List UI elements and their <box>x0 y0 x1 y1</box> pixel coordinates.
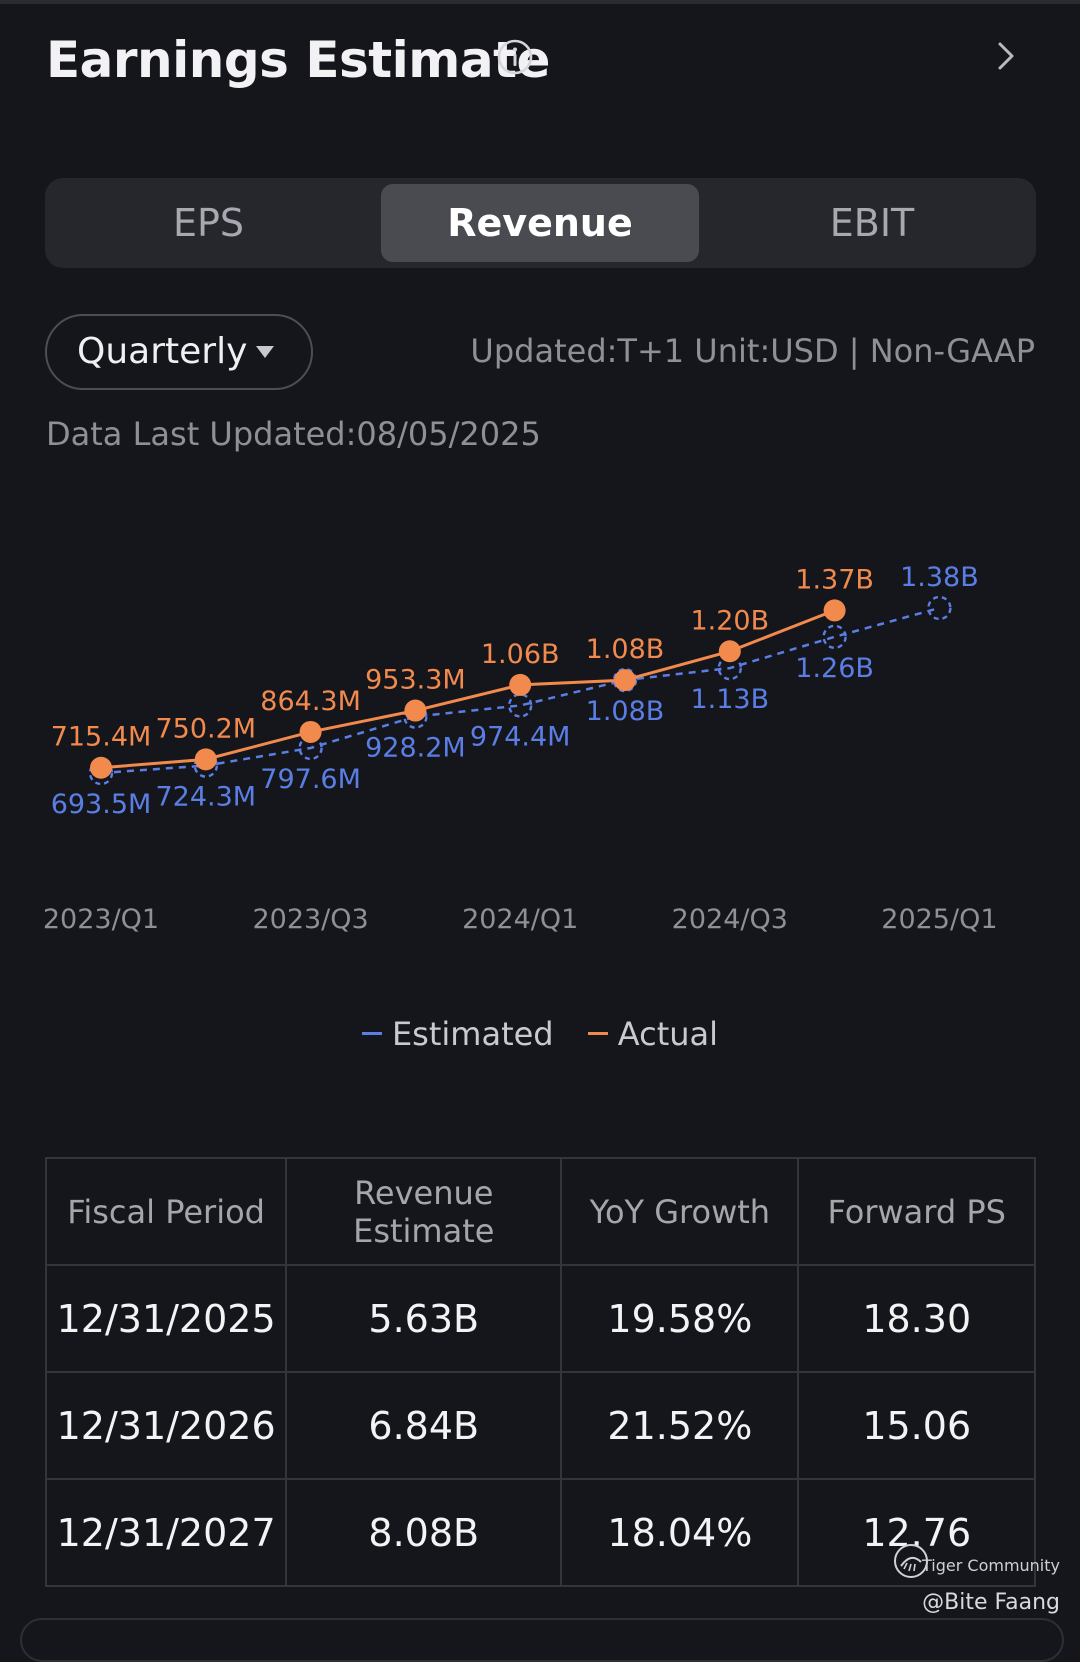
estimated-data-label: 928.2M <box>365 733 466 764</box>
watermark: Tiger Community @Bite Faang <box>894 1542 1060 1622</box>
fiscal-period-cell: 12/31/2027 <box>44 1478 288 1587</box>
table-header-row: Fiscal Period Revenue Estimate YoY Growt… <box>44 1157 1036 1266</box>
table-row[interactable]: 12/31/2026 6.84B 21.52% 15.06 <box>44 1371 1036 1480</box>
revenue-chart: 715.4M 693.5M 750.2M 724.3M 864.3M 797.6M 953.… <box>43 562 998 935</box>
tab-revenue[interactable]: Revenue <box>381 184 699 262</box>
forward-ps-cell: 18.30 <box>797 1264 1036 1373</box>
column-header: Forward PS <box>797 1157 1036 1266</box>
table-row[interactable]: 12/31/2027 8.08B 18.04% 12.76 <box>44 1478 1036 1587</box>
actual-series-line <box>100 609 836 770</box>
estimated-point <box>822 624 847 650</box>
watermark-brand: Tiger Community <box>922 1556 1060 1575</box>
estimated-data-label: 724.3M <box>156 782 257 813</box>
revenue-estimate-cell: 5.63B <box>285 1264 563 1373</box>
estimated-point <box>193 753 219 778</box>
column-header: YoY Growth <box>560 1157 800 1266</box>
page-title: Earnings Estimate <box>46 31 550 89</box>
actual-data-label: 864.3M <box>260 686 361 717</box>
estimated-data-label: 693.5M <box>51 789 152 820</box>
data-last-updated: Data Last Updated:08/05/2025 <box>46 415 541 453</box>
estimated-point <box>88 760 114 786</box>
estimated-data-label: 1.13B <box>690 684 769 715</box>
legend-item-estimated[interactable]: Estimated <box>361 1015 554 1053</box>
legend-label-estimated: Estimated <box>391 1015 554 1053</box>
revenue-estimate-cell: 6.84B <box>285 1371 563 1480</box>
estimated-data-label: 974.4M <box>470 721 571 752</box>
column-header: Fiscal Period <box>44 1157 288 1266</box>
chart-legend: Estimated Actual <box>0 1015 1080 1053</box>
legend-label-actual: Actual <box>617 1015 719 1053</box>
estimated-point <box>403 704 428 729</box>
actual-point <box>194 748 217 771</box>
x-axis-tick-label: 2023/Q1 <box>43 904 159 935</box>
table-row[interactable]: 12/31/2025 5.63B 19.58% 18.30 <box>44 1264 1036 1373</box>
actual-point <box>90 756 112 779</box>
legend-swatch-actual <box>587 1031 608 1035</box>
actual-point <box>404 699 427 722</box>
forward-ps-cell: 15.06 <box>797 1371 1036 1480</box>
actual-data-label: 715.4M <box>51 722 152 753</box>
actual-data-label: 750.2M <box>156 713 257 744</box>
yoy-growth-cell: 21.52% <box>560 1371 800 1480</box>
fiscal-period-cell: 12/31/2026 <box>44 1371 288 1480</box>
actual-data-label: 1.37B <box>795 564 874 595</box>
top-divider <box>0 0 1080 4</box>
estimates-table: Fiscal Period Revenue Estimate YoY Growt… <box>44 1157 1036 1587</box>
period-dropdown[interactable]: Quarterly <box>45 314 313 390</box>
yoy-growth-cell: 18.04% <box>560 1478 800 1587</box>
tab-ebit[interactable]: EBIT <box>829 201 915 245</box>
caret-down-icon <box>256 346 274 358</box>
actual-data-label: 1.06B <box>481 639 560 670</box>
update-unit-info: Updated:T+1 Unit:USD | Non-GAAP <box>470 332 1035 370</box>
x-axis-tick-label: 2024/Q3 <box>672 904 788 935</box>
estimated-point <box>298 735 323 761</box>
actual-point <box>299 720 322 743</box>
revenue-estimate-cell: 8.08B <box>285 1478 563 1587</box>
tiger-logo-icon <box>894 1544 928 1578</box>
actual-point <box>509 673 532 696</box>
actual-point <box>614 669 636 692</box>
metric-tabs: EPS Revenue EBIT <box>45 178 1036 268</box>
estimated-data-label: 1.26B <box>795 653 874 684</box>
header: Earnings Estimate <box>46 30 1036 90</box>
chevron-right-icon[interactable] <box>986 36 1026 76</box>
legend-item-actual[interactable]: Actual <box>587 1015 719 1053</box>
actual-point <box>718 640 741 663</box>
x-axis-tick-label: 2025/Q1 <box>881 904 997 935</box>
estimated-data-label: 1.08B <box>586 696 665 727</box>
period-dropdown-label: Quarterly <box>77 331 248 372</box>
fiscal-period-cell: 12/31/2025 <box>44 1264 288 1373</box>
estimated-point <box>717 655 742 681</box>
actual-data-label: 1.20B <box>690 605 769 636</box>
estimated-point <box>927 595 952 621</box>
bottom-card-edge <box>20 1618 1064 1662</box>
estimated-data-label: 797.6M <box>260 764 361 795</box>
x-axis-tick-label: 2023/Q3 <box>252 904 368 935</box>
actual-point <box>823 599 846 622</box>
yoy-growth-cell: 19.58% <box>560 1264 800 1373</box>
tab-eps[interactable]: EPS <box>172 201 245 245</box>
legend-swatch-estimated <box>361 1031 382 1035</box>
column-header: Revenue Estimate <box>285 1157 563 1266</box>
watermark-user: @Bite Faang <box>922 1590 1060 1615</box>
actual-data-label: 953.3M <box>365 665 466 696</box>
forward-ps-cell: 12.76 <box>797 1478 1036 1587</box>
x-axis-tick-label: 2024/Q1 <box>462 904 578 935</box>
actual-data-label: 1.08B <box>586 634 665 665</box>
info-icon[interactable] <box>497 39 533 75</box>
estimated-data-label: 1.38B <box>900 562 979 593</box>
